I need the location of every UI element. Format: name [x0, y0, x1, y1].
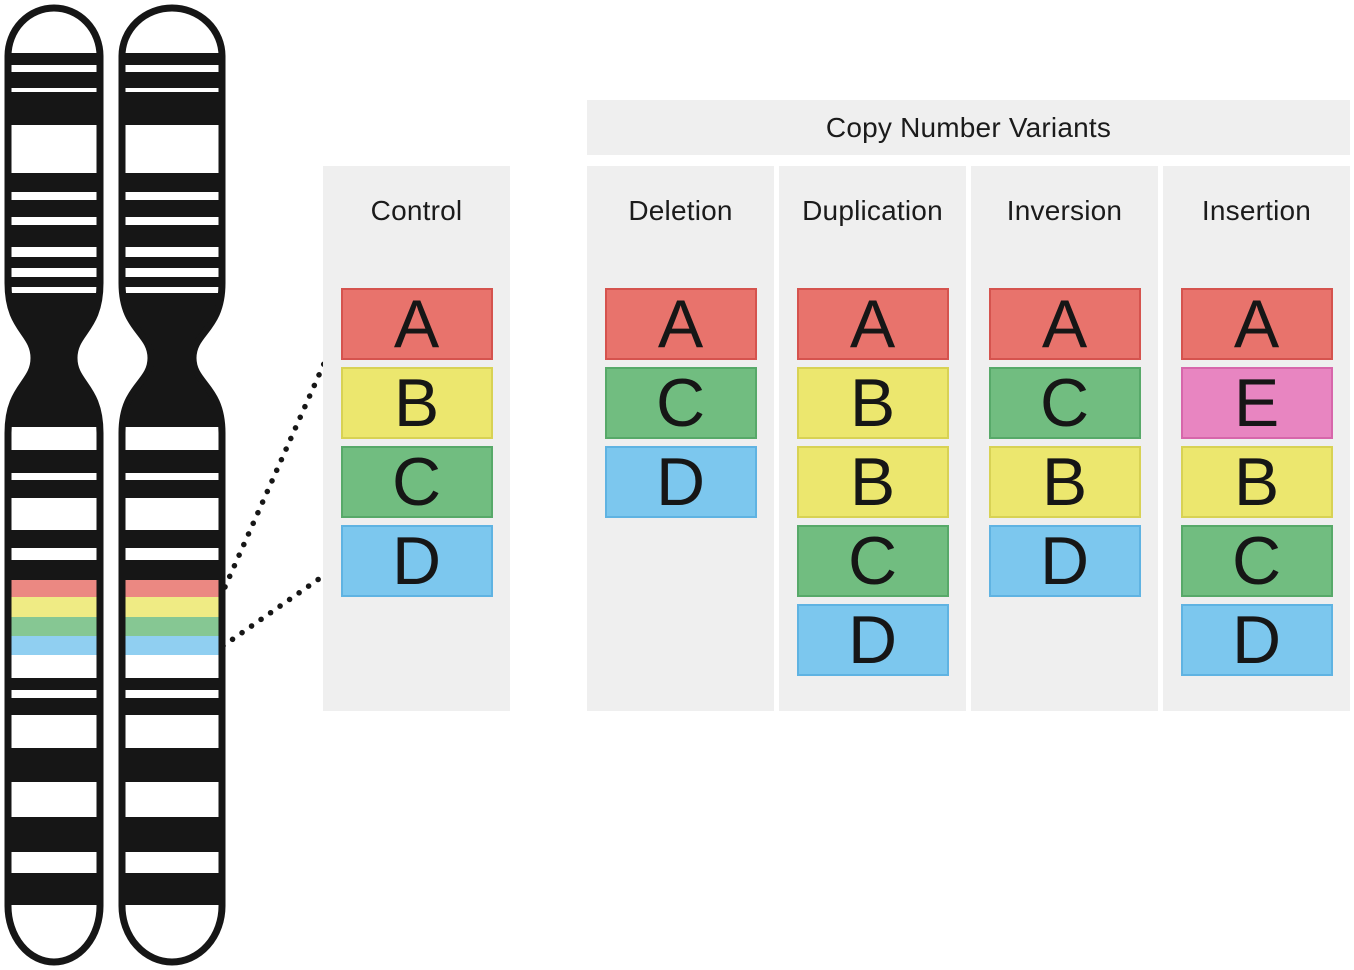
chromosome-band	[8, 698, 100, 715]
chromatid-left-outline	[4, 4, 104, 966]
chromosome-bands-right	[122, 53, 222, 905]
chromosome-band	[122, 597, 222, 617]
chromosome-band	[122, 92, 222, 125]
chromosome-band	[8, 225, 100, 247]
segment-block-d: D	[604, 446, 757, 518]
chromosome-band	[8, 92, 100, 125]
segment-block-b: B	[796, 446, 949, 518]
segment-block-b: B	[1180, 446, 1333, 518]
chromosome-band	[8, 817, 100, 852]
segment-block-b: B	[988, 446, 1141, 518]
chromosome-band	[8, 173, 100, 192]
chromosome-band	[122, 277, 222, 287]
segment-block-c: C	[1180, 525, 1333, 597]
chromosome-band	[8, 580, 100, 597]
callout-dotted-line-top	[222, 329, 341, 590]
chromosome-band	[122, 873, 222, 905]
segment-block-c: C	[340, 446, 493, 518]
segment-block-a: A	[604, 288, 757, 360]
segment-block-d: D	[796, 604, 949, 676]
segment-block-a: A	[1180, 288, 1333, 360]
chromosome-band	[122, 636, 222, 655]
segment-block-c: C	[604, 367, 757, 439]
chromatid-right-outline	[118, 4, 226, 966]
segment-block-d: D	[988, 525, 1141, 597]
chromosome-band	[8, 678, 100, 690]
chromosome-band	[8, 257, 100, 268]
chromosome-band	[8, 480, 100, 498]
chromosome-band	[8, 748, 100, 782]
chromosome-band	[122, 225, 222, 247]
variant-panel-title: Duplication	[802, 195, 943, 226]
chromosome-band	[122, 257, 222, 268]
segment-block-a: A	[340, 288, 493, 360]
chromosome-band	[8, 450, 100, 473]
chromosome-band	[8, 873, 100, 905]
chromosome-band	[122, 748, 222, 782]
cnv-group-title: Copy Number Variants	[825, 111, 1112, 143]
chromosome-band	[122, 617, 222, 636]
chromosome-band	[8, 560, 100, 580]
callout-dotted-line-bottom	[220, 564, 339, 649]
chromosome-band	[122, 72, 222, 88]
variant-panel-title: Insertion	[1201, 195, 1312, 226]
chromosome-bands-left	[8, 53, 100, 905]
chromosome-band	[8, 200, 100, 217]
chromosome-band	[8, 617, 100, 636]
segment-block-c: C	[988, 367, 1141, 439]
segment-block-a: A	[796, 288, 949, 360]
segment-block-d: D	[1180, 604, 1333, 676]
chromosome-band	[122, 450, 222, 473]
chromosome-band	[122, 580, 222, 597]
chromosome-band	[122, 53, 222, 65]
cnv-group-header: Copy Number Variants	[587, 100, 1350, 155]
chromosome-band	[122, 817, 222, 852]
variant-panel-title: Deletion	[628, 195, 733, 226]
segment-block-d: D	[340, 525, 493, 597]
segment-block-c: C	[796, 525, 949, 597]
chromosome-band	[122, 698, 222, 715]
chromosome-band	[122, 530, 222, 548]
segment-block-e: E	[1180, 367, 1333, 439]
chromosome-band	[8, 72, 100, 88]
chromosome-band	[8, 293, 100, 427]
segment-block-a: A	[988, 288, 1141, 360]
chromosome-band	[8, 597, 100, 617]
segment-block-b: B	[340, 367, 493, 439]
chromosome-band	[8, 530, 100, 548]
chromosome-band	[122, 293, 222, 427]
chromosome-band	[8, 53, 100, 65]
variant-panel-title: Inversion	[1006, 195, 1123, 226]
chromosome-band	[122, 173, 222, 192]
segment-block-b: B	[796, 367, 949, 439]
chromosome-band	[122, 200, 222, 217]
chromosome-band	[8, 277, 100, 287]
control-panel-title: Control	[370, 195, 463, 226]
chromosome-band	[122, 480, 222, 498]
chromosome-band	[122, 560, 222, 580]
chromosome-band	[122, 678, 222, 690]
chromosome-band	[8, 636, 100, 655]
